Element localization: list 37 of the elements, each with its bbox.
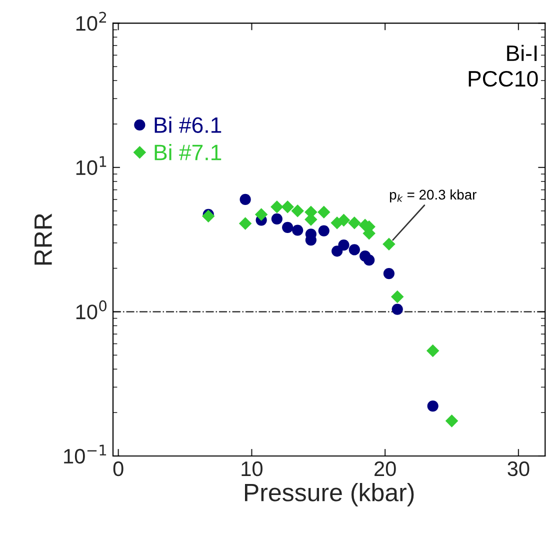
point: [254, 208, 268, 221]
y-tick-label: 10$^{−1}$: [64, 444, 106, 464]
legend-label: Bi #6.1: [154, 116, 222, 133]
point: [292, 224, 304, 236]
point: [240, 194, 251, 206]
point: [383, 268, 395, 280]
point: [364, 254, 375, 266]
x-tick-label: 10: [242, 461, 262, 476]
point: [317, 206, 330, 219]
legend-label: Bi #7.1: [154, 144, 222, 160]
annotation: Bi-I PCC10: [468, 44, 538, 87]
point: [270, 200, 284, 214]
y-tick-label: 10$^{0}$: [76, 300, 106, 320]
point: [338, 239, 350, 251]
y-tick-label: 10$^{1}$: [76, 156, 106, 176]
x-tick-label: 0: [113, 461, 124, 476]
point: [348, 216, 361, 230]
x-tick-label: 20: [374, 461, 396, 476]
point: [238, 217, 252, 230]
y-axis-title: RRR: [34, 214, 52, 265]
point: [348, 244, 360, 256]
point: [390, 290, 404, 304]
point: [445, 414, 458, 428]
y-tick-label: 10$^{2}$: [76, 12, 106, 31]
point: [271, 213, 282, 224]
x-axis-title: Pressure (kbar): [245, 483, 414, 506]
annotation: p$_{k}$ = 20.3 kbar: [390, 189, 476, 202]
point: [282, 222, 294, 233]
point: [337, 214, 350, 227]
point: [427, 400, 438, 412]
point: [281, 200, 294, 214]
point: [392, 304, 403, 315]
x-tick-label: 30: [508, 461, 530, 476]
point: [382, 238, 396, 251]
point: [291, 204, 304, 218]
point: [426, 344, 440, 358]
point: [318, 225, 330, 236]
